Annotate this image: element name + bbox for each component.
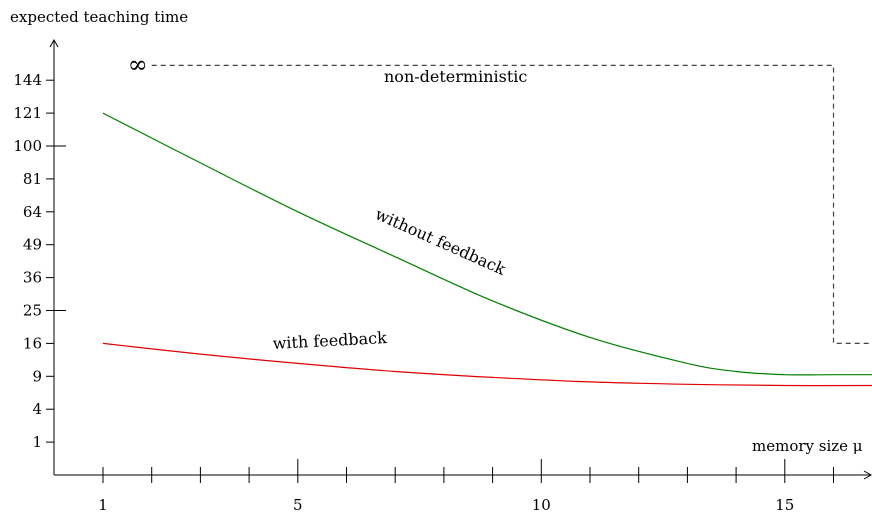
x-tick-label: 5	[293, 496, 303, 514]
series-without-feedback	[102, 112, 872, 376]
labels-layer: expected teaching time memory size μ ∞ non-…	[10, 8, 863, 455]
x-axis-label: memory size μ	[752, 437, 863, 455]
y-tick-label: 64	[23, 203, 42, 221]
x-tick-label: 15	[775, 496, 794, 514]
y-axis-label: expected teaching time	[10, 8, 188, 26]
y-tick-label: 9	[32, 367, 42, 385]
x-tick-label: 1	[98, 496, 108, 514]
series-with-feedback	[102, 342, 872, 387]
y-tick-label: 36	[23, 269, 42, 287]
y-axis-arrow	[49, 38, 59, 48]
series-non-deterministic	[151, 64, 872, 344]
series-label-without-feedback: without feedback	[372, 204, 508, 279]
y-tick-label: 1	[32, 433, 42, 451]
series-label-non-deterministic: non-deterministic	[384, 67, 527, 86]
y-tick-label: 100	[13, 137, 42, 155]
y-tick-label: 49	[23, 236, 42, 254]
x-axis-arrow	[863, 470, 872, 480]
y-tick-label: 121	[13, 104, 42, 122]
y-tick-label: 16	[23, 334, 42, 352]
y-tick-label: 4	[32, 400, 42, 418]
y-tick-label: 144	[13, 71, 42, 89]
y-tick-label: 81	[23, 170, 42, 188]
infinity-label: ∞	[128, 50, 148, 78]
y-tick-label: 25	[23, 302, 42, 320]
series-layer	[102, 64, 872, 387]
x-tick-label: 10	[532, 496, 551, 514]
series-label-with-feedback: with feedback	[272, 328, 387, 353]
